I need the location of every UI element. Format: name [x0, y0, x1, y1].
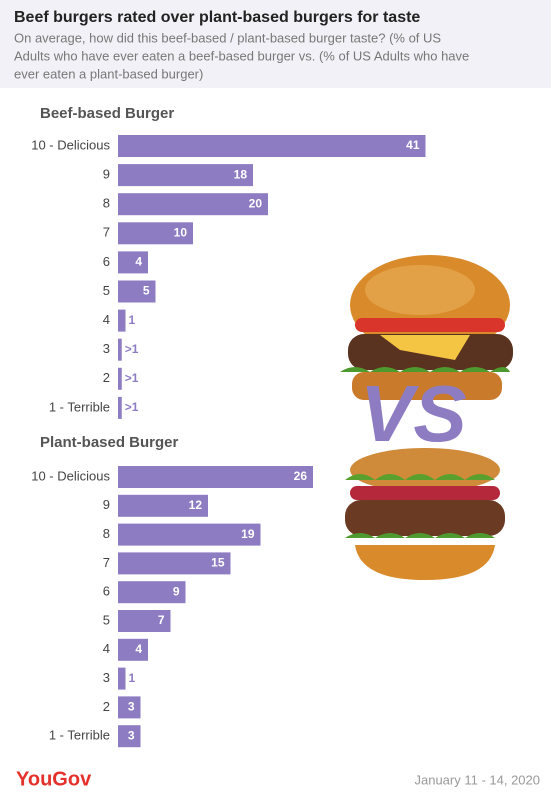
y-tick-label: 6 [103, 254, 110, 269]
y-tick-label: 9 [103, 167, 110, 182]
bar [118, 222, 193, 245]
data-label: 12 [189, 498, 203, 512]
bar [118, 164, 253, 187]
bar [118, 135, 426, 157]
bar [118, 610, 171, 632]
data-label: 10 [174, 225, 188, 239]
y-tick-label: 2 [103, 699, 110, 714]
subtitle: Adults who have ever eaten a beef-based … [14, 48, 469, 63]
y-tick-label: 3 [103, 341, 110, 356]
burger-illustration: VS [340, 255, 513, 580]
bar [118, 251, 148, 274]
bar [118, 725, 141, 748]
data-label: >1 [125, 371, 139, 385]
bar [118, 280, 156, 303]
bar [118, 696, 141, 719]
data-label: 26 [294, 469, 308, 483]
data-label: 3 [128, 728, 135, 742]
bar [118, 466, 313, 488]
vs-label: VS [360, 369, 467, 458]
bar [118, 367, 122, 390]
y-tick-label: 5 [103, 283, 110, 298]
data-label: 4 [135, 255, 142, 269]
chart-title: Beef burgers rated over plant-based burg… [14, 9, 420, 26]
data-label: 1 [129, 313, 136, 327]
y-tick-label: 4 [103, 641, 110, 656]
header-background [0, 0, 551, 88]
y-tick-label: 6 [103, 584, 110, 599]
bar [118, 338, 122, 361]
brand-logo: YouGov [16, 768, 92, 790]
bar [118, 638, 148, 661]
y-tick-label: 8 [103, 196, 110, 211]
bar [118, 193, 268, 216]
data-label: 5 [143, 284, 150, 298]
data-label: 4 [135, 642, 142, 656]
y-tick-label: 7 [103, 225, 110, 240]
data-label: 15 [211, 556, 225, 570]
data-label: 19 [241, 527, 255, 541]
y-tick-label: 10 - Delicious [31, 137, 110, 152]
data-label: 1 [129, 671, 136, 685]
data-label: 18 [234, 167, 248, 181]
data-label: 41 [406, 138, 420, 152]
y-tick-label: 7 [103, 555, 110, 570]
subtitle: On average, how did this beef-based / pl… [14, 30, 441, 45]
bar [118, 552, 231, 575]
bar [118, 523, 261, 546]
date: January 11 - 14, 2020 [414, 772, 540, 787]
data-label: 3 [128, 700, 135, 714]
data-label: >1 [125, 342, 139, 356]
y-tick-label: 5 [103, 612, 110, 627]
bar [118, 667, 126, 690]
data-label: >1 [125, 400, 139, 414]
data-label: 20 [249, 196, 263, 210]
chart-subtitle: Plant-based Burger [40, 434, 179, 451]
y-tick-label: 1 - Terrible [49, 728, 110, 743]
y-tick-label: 10 - Delicious [31, 468, 110, 483]
bar [118, 581, 186, 604]
bar [118, 396, 122, 419]
y-tick-label: 8 [103, 526, 110, 541]
y-tick-label: 1 - Terrible [49, 399, 110, 414]
data-label: 9 [173, 584, 180, 598]
chart-subtitle: Beef-based Burger [40, 105, 174, 122]
bar [118, 309, 126, 332]
y-tick-label: 3 [103, 670, 110, 685]
bar [118, 494, 208, 517]
data-label: 7 [158, 613, 165, 627]
y-tick-label: 9 [103, 497, 110, 512]
y-tick-label: 2 [103, 370, 110, 385]
subtitle: ever eaten a plant-based burger) [14, 66, 203, 81]
y-tick-label: 4 [103, 312, 110, 327]
